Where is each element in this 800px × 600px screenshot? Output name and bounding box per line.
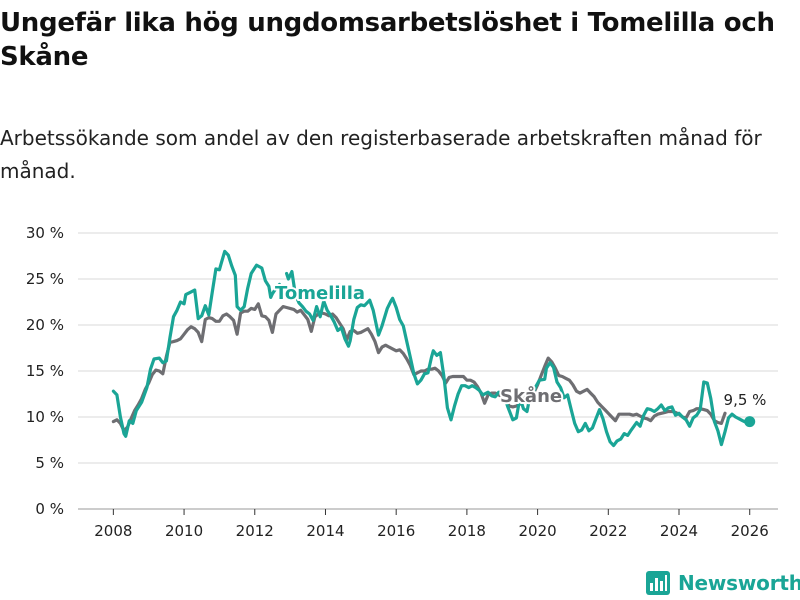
x-tick-label: 2012 — [236, 522, 274, 540]
x-tick-label: 2016 — [377, 522, 415, 540]
series-line-skane — [111, 302, 727, 433]
x-tick-label: 2020 — [519, 522, 557, 540]
end-point-marker — [744, 416, 756, 428]
x-tick-label: 2022 — [589, 522, 627, 540]
end-value-label: 9,5 % — [724, 391, 767, 409]
series-label-tomelilla: Tomelilla — [275, 283, 365, 304]
brand-name: Newsworthy — [678, 571, 800, 595]
series-lines — [111, 249, 756, 448]
series-labels: Tomelilla Skåne 9,5 % — [273, 281, 768, 411]
y-tick-label: 30 % — [26, 224, 64, 242]
brand-logo[interactable]: Newsworthy — [646, 568, 800, 598]
x-tick-label: 2014 — [306, 522, 344, 540]
y-tick-label: 25 % — [26, 270, 64, 288]
chart-subtitle: Arbetssökande som andel av den registerb… — [0, 126, 762, 183]
chart-title: Ungefär lika hög ungdomsarbetslöshet i T… — [0, 8, 775, 72]
newsworthy-logo-icon — [646, 571, 670, 595]
y-tick-label: 15 % — [26, 362, 64, 380]
x-tick-label: 2026 — [731, 522, 769, 540]
x-axis: 2008 2010 2012 2014 2016 2018 2020 2022 2024 2026 — [94, 509, 769, 540]
x-tick-label: 2018 — [448, 522, 486, 540]
x-tick-label: 2024 — [660, 522, 698, 540]
grid-lines — [78, 232, 778, 510]
series-label-skane: Skåne — [500, 385, 562, 407]
x-tick-label: 2008 — [94, 522, 132, 540]
series-line-tomelilla — [111, 249, 283, 438]
y-tick-label: 20 % — [26, 316, 64, 334]
y-tick-label: 0 % — [35, 500, 64, 518]
x-tick-label: 2010 — [165, 522, 203, 540]
series-line-tomelilla — [285, 270, 752, 448]
y-tick-label: 5 % — [35, 454, 64, 472]
y-axis: 0 % 5 % 10 % 15 % 20 % 25 % 30 % — [26, 224, 64, 518]
y-tick-label: 10 % — [26, 408, 64, 426]
